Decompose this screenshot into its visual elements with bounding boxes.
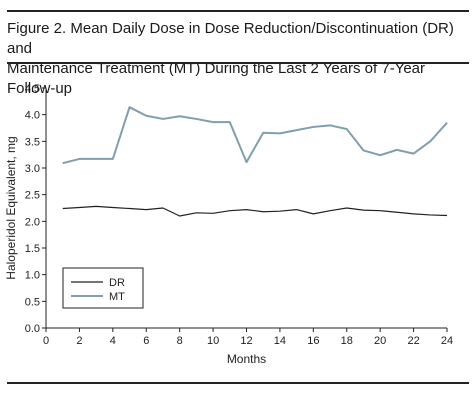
x-tick-label: 18 [341, 335, 353, 347]
x-tick-label: 2 [76, 335, 82, 347]
chart-title: Figure 2. Mean Daily Dose in Dose Reduct… [7, 19, 469, 99]
x-tick-label: 14 [274, 335, 286, 347]
y-axis: 0.0 0.5 1.0 1.5 2.0 2.5 3.0 3.5 4.0 4.5 [25, 83, 47, 335]
y-tick-label: 2.0 [25, 216, 40, 228]
y-tick-label: 3.5 [25, 136, 40, 148]
chart-title-line-2: Maintenance Treatment (MT) During the La… [7, 60, 426, 97]
x-tick-label: 12 [240, 335, 252, 347]
series-line-mt [62, 106, 448, 165]
y-tick-label: 4.0 [25, 110, 40, 122]
y-tick-label: 1.5 [25, 243, 40, 255]
legend-label-dr: DR [109, 277, 125, 289]
x-axis-label: Months [227, 352, 266, 366]
y-tick-label: 0.5 [25, 296, 40, 308]
series-layer [62, 106, 448, 217]
x-tick-label: 6 [143, 335, 149, 347]
x-tick-label: 20 [374, 335, 386, 347]
y-tick-label: 1.0 [25, 270, 40, 282]
x-tick-label: 0 [43, 335, 49, 347]
x-tick-label: 8 [177, 335, 183, 347]
title-bottom-rule [7, 62, 469, 64]
title-top-rule [7, 10, 469, 12]
y-axis-label: Haloperidol Equivalent, mg [4, 136, 18, 279]
legend-box [62, 267, 144, 309]
x-tick-label: 10 [207, 335, 219, 347]
legend-label-mt: MT [109, 291, 125, 303]
y-tick-label: 4.5 [25, 83, 40, 95]
chart-title-line-1: Figure 2. Mean Daily Dose in Dose Reduct… [7, 20, 454, 57]
x-tick-label: 4 [110, 335, 116, 347]
x-tick-label: 24 [441, 335, 453, 347]
legend: DR MT [62, 267, 144, 309]
x-tick-label: 22 [407, 335, 419, 347]
y-tick-label: 2.5 [25, 190, 40, 202]
series-line-dr [62, 205, 448, 217]
y-tick-label: 3.0 [25, 163, 40, 175]
figure-bottom-rule [7, 382, 469, 384]
y-tick-label: 0.0 [25, 323, 40, 335]
x-axis: 0 2 4 6 8 10 12 14 16 18 20 22 24 [43, 327, 453, 347]
x-tick-label: 16 [307, 335, 319, 347]
